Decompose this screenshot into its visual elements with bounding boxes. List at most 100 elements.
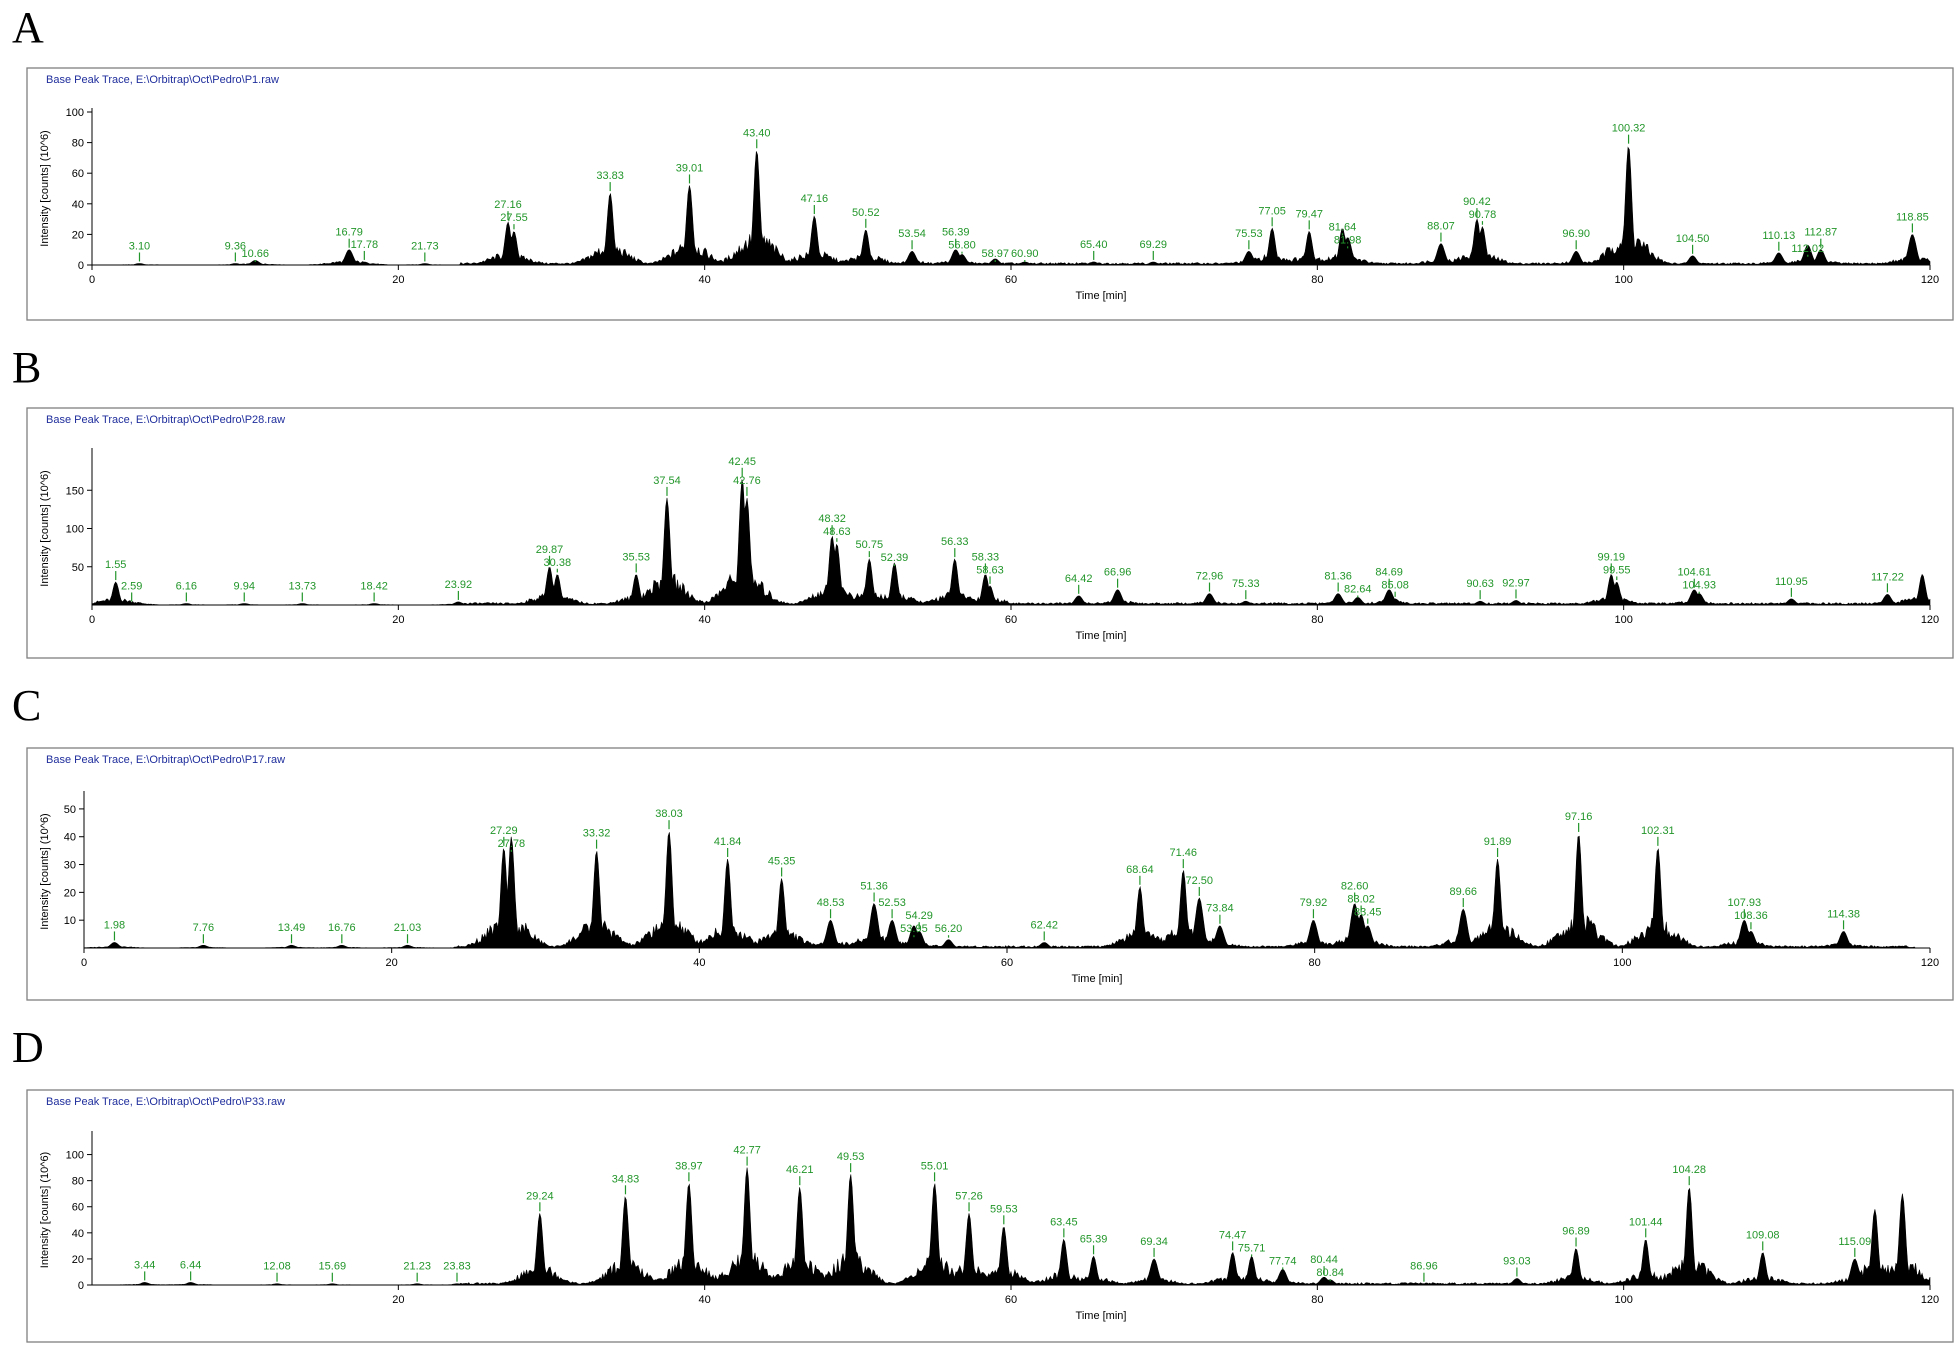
panel-frame	[26, 407, 1954, 659]
peak-label: 83.02	[1347, 893, 1375, 905]
x-tick-label: 100	[1614, 274, 1632, 286]
peak-label: 55.01	[921, 1160, 949, 1172]
panel-a: A Base Peak Trace, E:\Orbitrap\Oct\Pedro\…	[12, 3, 1954, 321]
peak-label: 48.32	[818, 513, 846, 525]
peak-label: 3.44	[134, 1259, 155, 1271]
x-tick-label: 120	[1921, 614, 1939, 626]
peak-label: 104.93	[1682, 580, 1716, 592]
peak-label: 96.89	[1562, 1225, 1590, 1237]
peak-label: 83.45	[1354, 906, 1382, 918]
peak-label: 74.47	[1219, 1229, 1247, 1241]
panel-letter: A	[12, 3, 44, 52]
x-axis-title: Time [min]	[1076, 1310, 1127, 1322]
peak-label: 109.08	[1746, 1229, 1780, 1241]
x-tick-label: 0	[89, 614, 95, 626]
peak-label: 75.53	[1235, 228, 1263, 240]
panel-frame	[26, 67, 1954, 321]
peak-label: 91.89	[1484, 836, 1512, 848]
y-tick-label: 80	[72, 138, 84, 150]
peak-label: 110.95	[1775, 576, 1808, 588]
peak-label: 64.42	[1065, 573, 1093, 585]
x-tick-label: 40	[699, 614, 711, 626]
y-tick-label: 100	[66, 1150, 84, 1162]
y-tick-label: 20	[72, 229, 84, 241]
peak-label: 63.45	[1050, 1216, 1078, 1228]
peak-label: 79.47	[1295, 208, 1323, 220]
x-axis-title: Time [min]	[1076, 290, 1127, 302]
x-tick-label: 80	[1311, 274, 1323, 286]
peak-label: 58.63	[976, 564, 1004, 576]
peak-label: 79.92	[1300, 897, 1328, 909]
trace-title: Base Peak Trace, E:\Orbitrap\Oct\Pedro\P…	[46, 754, 285, 766]
y-axis-title: Intensity [counts] (10^6)	[39, 130, 51, 246]
peak-label: 56.33	[941, 536, 969, 548]
x-tick-label: 120	[1921, 957, 1939, 969]
peak-label: 35.53	[622, 551, 650, 563]
peak-label: 59.53	[990, 1203, 1018, 1215]
trace-title: Base Peak Trace, E:\Orbitrap\Oct\Pedro\P…	[46, 414, 285, 426]
panel-letter: B	[12, 343, 41, 392]
peak-label: 66.96	[1104, 567, 1132, 579]
peak-label: 33.83	[596, 170, 624, 182]
peak-label: 104.61	[1677, 567, 1711, 579]
x-tick-label: 60	[1005, 1294, 1017, 1306]
x-tick-label: 120	[1921, 1294, 1939, 1306]
peak-label: 46.21	[786, 1164, 814, 1176]
peak-label: 69.34	[1140, 1236, 1168, 1248]
peak-label: 41.84	[714, 836, 742, 848]
peak-label: 60.90	[1011, 248, 1039, 260]
peak-label: 21.23	[403, 1261, 431, 1273]
y-tick-label: 50	[64, 804, 76, 816]
peak-label: 30.38	[544, 557, 572, 569]
peak-label: 107.93	[1727, 897, 1761, 909]
trace-title: Base Peak Trace, E:\Orbitrap\Oct\Pedro\P…	[46, 1096, 285, 1108]
peak-label: 42.45	[728, 456, 756, 468]
x-tick-label: 60	[1005, 614, 1017, 626]
peak-label: 57.26	[955, 1190, 983, 1202]
x-tick-label: 20	[392, 274, 404, 286]
x-tick-label: 60	[1005, 274, 1017, 286]
y-tick-label: 0	[78, 1280, 84, 1292]
peak-label: 72.96	[1196, 571, 1224, 583]
peak-label: 53.95	[900, 923, 928, 935]
peak-label: 73.84	[1206, 903, 1234, 915]
y-tick-label: 60	[72, 1202, 84, 1214]
peak-label: 33.32	[583, 828, 611, 840]
x-tick-label: 60	[1001, 957, 1013, 969]
peak-label: 90.42	[1463, 196, 1491, 208]
peak-label: 12.08	[263, 1261, 291, 1273]
peak-label: 21.03	[394, 922, 422, 934]
y-axis-title: Intensity [counts] (10^6)	[39, 813, 51, 929]
peak-label: 77.05	[1258, 205, 1286, 217]
peak-label: 13.73	[289, 580, 317, 592]
peak-label: 86.96	[1410, 1261, 1438, 1273]
peak-label: 96.90	[1562, 228, 1590, 240]
peak-label: 42.76	[733, 475, 761, 487]
peak-label: 27.29	[490, 825, 518, 837]
peak-label: 112.02	[1791, 243, 1824, 255]
peak-label: 85.08	[1381, 580, 1409, 592]
y-axis-title: Intensity [counts] (10^6)	[39, 1152, 51, 1268]
peak-label: 82.60	[1341, 880, 1369, 892]
panel-frame	[26, 747, 1954, 1001]
x-tick-label: 100	[1614, 1294, 1632, 1306]
peak-label: 29.87	[536, 544, 564, 556]
y-tick-label: 30	[64, 860, 76, 872]
peak-label: 2.59	[121, 580, 142, 592]
peak-label: 34.83	[612, 1173, 640, 1185]
trace-title: Base Peak Trace, E:\Orbitrap\Oct\Pedro\P…	[46, 74, 279, 86]
panel-letter: D	[12, 1023, 44, 1072]
peak-label: 27.55	[500, 212, 528, 224]
peak-label: 114.38	[1827, 908, 1860, 920]
peak-label: 90.78	[1469, 209, 1497, 221]
peak-label: 39.01	[676, 162, 704, 174]
peak-label: 50.75	[856, 539, 884, 551]
peak-label: 75.33	[1232, 578, 1260, 590]
peak-label: 10.66	[242, 248, 270, 260]
x-tick-label: 0	[81, 957, 87, 969]
peak-label: 16.79	[335, 227, 363, 239]
y-tick-label: 10	[64, 915, 76, 927]
peak-label: 27.16	[494, 199, 522, 211]
peak-label: 56.20	[935, 923, 963, 935]
